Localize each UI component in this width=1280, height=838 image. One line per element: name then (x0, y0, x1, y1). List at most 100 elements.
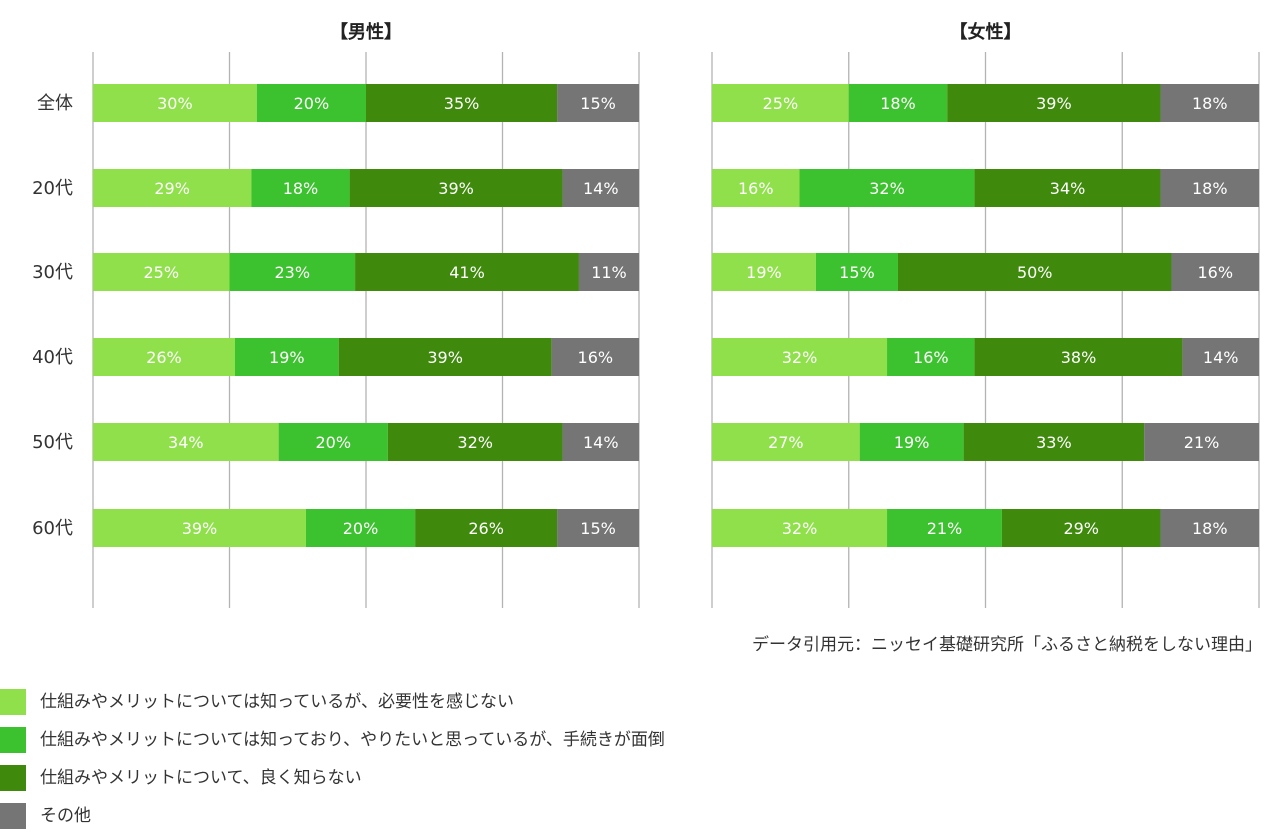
bar-value-label: 20% (343, 519, 379, 538)
bar-segment (1160, 169, 1259, 207)
bar-value-label: 29% (154, 179, 190, 198)
bar-value-label: 32% (457, 433, 493, 452)
legend: 仕組みやメリットについては知っているが、必要性を感じない仕組みやメリットについて… (0, 686, 900, 838)
bar-value-label: 18% (1192, 179, 1228, 198)
bar-segment (974, 169, 1161, 207)
bar-segment (93, 423, 279, 461)
bar-value-label: 18% (1192, 94, 1228, 113)
bar-segment (578, 253, 639, 291)
bar-segment (349, 169, 563, 207)
category-label: 30代 (32, 262, 73, 283)
bar-segment (974, 338, 1183, 376)
bar-segment (93, 253, 230, 291)
bar-value-label: 15% (839, 263, 875, 282)
bar-value-label: 32% (782, 348, 818, 367)
legend-item: 仕組みやメリットについては知っており、やりたいと思っているが、手続きが面倒 (0, 724, 900, 762)
bar-value-label: 16% (578, 348, 614, 367)
bar-value-label: 26% (146, 348, 182, 367)
bar-value-label: 20% (315, 433, 351, 452)
bar-segment (93, 338, 235, 376)
legend-label: 仕組みやメリットについては知っており、やりたいと思っているが、手続きが面倒 (40, 730, 665, 750)
bar-segment (355, 253, 579, 291)
bar-value-label: 20% (294, 94, 330, 113)
bar-value-label: 16% (738, 179, 774, 198)
bar-value-label: 16% (1197, 263, 1233, 282)
bar-value-label: 25% (143, 263, 179, 282)
category-label: 50代 (32, 432, 73, 453)
bar-segment (897, 253, 1172, 291)
bar-segment (1144, 423, 1259, 461)
legend-label: 仕組みやメリットについて、良く知らない (40, 768, 362, 788)
bar-segment (1171, 253, 1259, 291)
bar-value-label: 39% (427, 348, 463, 367)
legend-item: 仕組みやメリットについては知っているが、必要性を感じない (0, 686, 900, 724)
bar-segment (229, 253, 356, 291)
bar-segment (305, 509, 416, 547)
bar-value-label: 18% (880, 94, 916, 113)
bar-value-label: 39% (438, 179, 474, 198)
bar-segment (799, 169, 975, 207)
bar-segment (366, 84, 558, 122)
bar-segment (415, 509, 558, 547)
bar-segment (562, 423, 639, 461)
bar-value-label: 21% (927, 519, 963, 538)
bar-value-label: 30% (157, 94, 193, 113)
bar-segment (387, 423, 563, 461)
panel-title: 【女性】 (950, 21, 1022, 43)
bar-value-label: 33% (1036, 433, 1072, 452)
category-label: 全体 (37, 93, 73, 114)
bar-segment (1001, 509, 1161, 547)
bar-value-label: 41% (449, 263, 485, 282)
bar-segment (963, 423, 1145, 461)
legend-swatch (0, 689, 26, 715)
bar-segment (887, 338, 975, 376)
source-note: データ引用元：ニッセイ基礎研究所「ふるさと納税をしない理由」 (752, 635, 1262, 655)
bar-value-label: 50% (1017, 263, 1053, 282)
bar-segment (251, 169, 350, 207)
bar-segment (234, 338, 339, 376)
legend-item: 仕組みやメリットについて、良く知らない (0, 762, 900, 800)
bar-segment (557, 509, 639, 547)
legend-item: その他 (0, 800, 900, 838)
bar-value-label: 32% (782, 519, 818, 538)
bar-value-label: 39% (182, 519, 218, 538)
bar-value-label: 19% (894, 433, 930, 452)
bar-segment (551, 338, 639, 376)
bar-value-label: 25% (763, 94, 799, 113)
bar-value-label: 39% (1036, 94, 1072, 113)
bar-segment (562, 169, 639, 207)
bar-value-label: 18% (283, 179, 319, 198)
bar-segment (815, 253, 898, 291)
bar-segment (278, 423, 388, 461)
bar-value-label: 14% (1203, 348, 1239, 367)
bar-value-label: 18% (1192, 519, 1228, 538)
legend-swatch (0, 765, 26, 791)
bar-segment (712, 423, 860, 461)
bar-value-label: 34% (1050, 179, 1086, 198)
bar-value-label: 38% (1061, 348, 1097, 367)
bar-segment (947, 84, 1161, 122)
bar-segment (848, 84, 948, 122)
legend-swatch (0, 727, 26, 753)
bar-segment (93, 509, 306, 547)
bar-value-label: 26% (468, 519, 504, 538)
bar-value-label: 11% (591, 263, 627, 282)
bar-segment (338, 338, 552, 376)
bar-segment (712, 253, 816, 291)
bar-segment (557, 84, 639, 122)
bar-segment (1160, 84, 1259, 122)
bar-segment (256, 84, 366, 122)
bar-segment (712, 84, 849, 122)
bar-value-label: 15% (580, 94, 616, 113)
panel-title: 【男性】 (330, 21, 402, 43)
stacked-bar-chart: 全体 20代 30代 40代 50代 60代 【男性】 30% 20% 35% 15% 29% 18% 3… (32, 21, 1260, 608)
bar-value-label: 15% (580, 519, 616, 538)
bar-segment (712, 509, 888, 547)
legend-label: その他 (40, 806, 91, 826)
bar-value-label: 16% (913, 348, 949, 367)
bar-value-label: 14% (583, 433, 619, 452)
bar-value-label: 29% (1063, 519, 1099, 538)
bar-value-label: 35% (444, 94, 480, 113)
category-label: 60代 (32, 518, 73, 539)
bar-segment (1160, 509, 1259, 547)
